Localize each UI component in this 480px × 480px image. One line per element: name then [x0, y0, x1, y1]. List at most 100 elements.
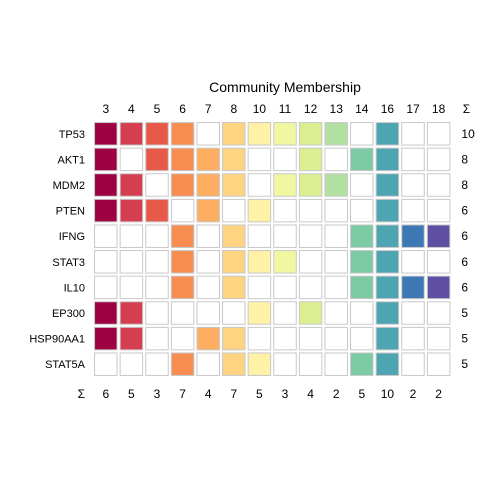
column-header: 12 — [304, 102, 318, 116]
heatmap-cell-filled — [120, 302, 142, 325]
column-total: 2 — [435, 387, 442, 401]
heatmap-cell-empty — [427, 123, 450, 146]
heatmap-cell-empty — [146, 302, 169, 325]
heatmap-cell-filled — [146, 148, 169, 171]
heatmap-cell-empty — [325, 225, 348, 248]
row-total: 10 — [461, 127, 475, 141]
column-total: 7 — [179, 387, 186, 401]
row-label: AKT1 — [57, 154, 85, 166]
heatmap-cell-filled — [274, 123, 297, 146]
heatmap-cell-empty — [274, 148, 297, 171]
column-total: 5 — [358, 387, 365, 401]
heatmap-cell-filled — [171, 225, 194, 248]
heatmap-cell-filled — [376, 199, 399, 222]
heatmap-cell-empty — [248, 225, 271, 248]
column-total: 5 — [128, 387, 135, 401]
heatmap-cell-empty — [146, 327, 169, 350]
heatmap-cell-filled — [223, 225, 246, 248]
heatmap-cell-filled — [325, 123, 348, 146]
heatmap-cell-empty — [95, 225, 118, 248]
heatmap-cell-filled — [427, 276, 450, 299]
heatmap-cell-empty — [197, 276, 220, 299]
column-total: 3 — [282, 387, 289, 401]
heatmap-cell-filled — [299, 174, 322, 197]
heatmap-cell-empty — [171, 199, 194, 222]
column-total: 10 — [381, 387, 395, 401]
column-total: 2 — [333, 387, 340, 401]
row-total: 8 — [461, 152, 468, 166]
heatmap-cell-empty — [299, 276, 322, 299]
row-total: 6 — [461, 255, 468, 269]
heatmap-cell-filled — [95, 199, 118, 222]
column-header: 8 — [230, 102, 237, 116]
column-header: 4 — [128, 102, 135, 116]
heatmap-cell-empty — [146, 353, 169, 376]
heatmap-cell-filled — [248, 302, 271, 325]
heatmap-cell-filled — [351, 251, 374, 273]
heatmap-cell-empty — [402, 327, 425, 350]
heatmap-cell-filled — [120, 123, 142, 146]
heatmap-cell-empty — [274, 276, 297, 299]
heatmap-cell-empty — [120, 353, 142, 376]
column-header: 11 — [279, 102, 292, 116]
heatmap-cell-empty — [274, 199, 297, 222]
column-total: 3 — [154, 387, 161, 401]
heatmap-cell-filled — [376, 276, 399, 299]
heatmap-cell-empty — [351, 327, 374, 350]
column-header: 3 — [102, 102, 109, 116]
column-header: 7 — [205, 102, 212, 116]
heatmap-cell-filled — [171, 123, 194, 146]
heatmap-cell-empty — [427, 327, 450, 350]
column-total: 4 — [205, 387, 212, 401]
heatmap-cell-empty — [248, 276, 271, 299]
heatmap-cell-empty — [171, 327, 194, 350]
heatmap-cell-empty — [427, 174, 450, 197]
heatmap-cell-filled — [248, 199, 271, 222]
heatmap-cell-empty — [274, 327, 297, 350]
heatmap-cell-empty — [402, 174, 425, 197]
heatmap-cell-filled — [376, 174, 399, 197]
column-total: 6 — [102, 387, 109, 401]
column-header: 14 — [355, 102, 369, 116]
column-header: 13 — [330, 102, 344, 116]
heatmap-cell-empty — [248, 327, 271, 350]
heatmap-cell-filled — [171, 276, 194, 299]
heatmap-cell-empty — [427, 353, 450, 376]
row-label: IL10 — [64, 282, 85, 294]
heatmap-cell-empty — [95, 276, 118, 299]
heatmap-cell-empty — [402, 148, 425, 171]
heatmap-cell-empty — [120, 276, 142, 299]
heatmap-cell-filled — [223, 251, 246, 273]
heatmap-cells — [95, 123, 450, 376]
column-total: 5 — [256, 387, 263, 401]
heatmap-cell-empty — [274, 353, 297, 376]
heatmap-cell-filled — [95, 302, 118, 325]
heatmap-cell-filled — [171, 353, 194, 376]
heatmap-cell-empty — [427, 199, 450, 222]
heatmap-cell-filled — [376, 225, 399, 248]
row-label: IFNG — [59, 231, 85, 243]
heatmap-cell-empty — [197, 353, 220, 376]
heatmap-cell-empty — [223, 199, 246, 222]
heatmap-cell-empty — [274, 302, 297, 325]
heatmap-cell-filled — [376, 327, 399, 350]
heatmap-cell-empty — [402, 353, 425, 376]
row-label: TP53 — [59, 129, 85, 141]
heatmap-cell-filled — [197, 327, 220, 350]
column-total-symbol: Σ — [78, 387, 85, 401]
heatmap-cell-empty — [402, 251, 425, 273]
heatmap-cell-filled — [223, 353, 246, 376]
heatmap-cell-filled — [171, 174, 194, 197]
heatmap-cell-empty — [248, 148, 271, 171]
row-label: STAT3 — [52, 257, 85, 269]
row-label: STAT5A — [45, 359, 86, 371]
heatmap-cell-filled — [197, 148, 220, 171]
heatmap-cell-filled — [376, 302, 399, 325]
heatmap-cell-filled — [223, 276, 246, 299]
column-total: 7 — [230, 387, 237, 401]
heatmap-cell-filled — [248, 251, 271, 273]
heatmap-cell-filled — [299, 302, 322, 325]
heatmap-cell-empty — [120, 148, 142, 171]
heatmap-cell-filled — [120, 174, 142, 197]
heatmap-cell-filled — [146, 199, 169, 222]
